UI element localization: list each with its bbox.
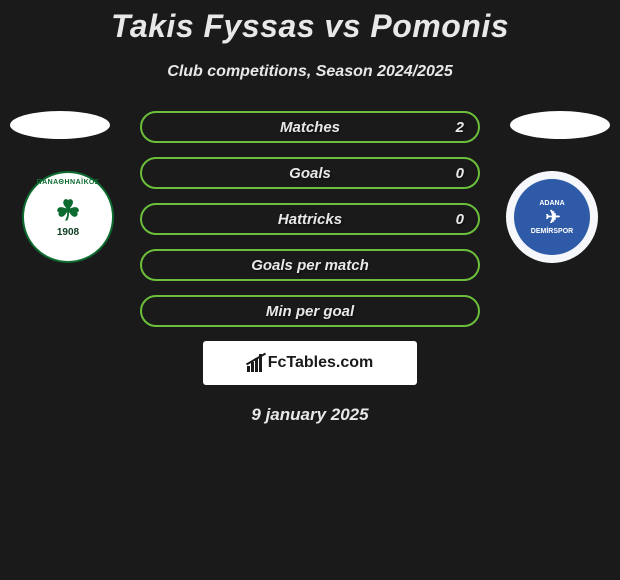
date-label: 9 january 2025 (0, 405, 620, 425)
stat-label: Matches (280, 119, 340, 136)
stat-value-right: 0 (456, 165, 464, 182)
wings-icon: ✈ (545, 207, 558, 228)
subtitle: Club competitions, Season 2024/2025 (0, 63, 620, 81)
stat-row-min-per-goal: Min per goal (140, 295, 480, 327)
club-badge-left: ΠΑΝΑΘΗΝΑΪΚΟΣ ☘ 1908 (22, 171, 114, 263)
page-title: Takis Fyssas vs Pomonis (0, 8, 620, 45)
stat-value-right: 0 (456, 211, 464, 228)
fctables-chart-icon (247, 354, 262, 372)
stats-area: ΠΑΝΑΘΗΝΑΪΚΟΣ ☘ 1908 ADANA ✈ DEMİRSPOR Ma… (0, 111, 620, 425)
club-name-right-top: ADANA (539, 200, 564, 207)
stat-row-goals-per-match: Goals per match (140, 249, 480, 281)
club-name-left: ΠΑΝΑΘΗΝΑΪΚΟΣ (37, 179, 100, 186)
stat-row-hattricks: Hattricks 0 (140, 203, 480, 235)
stat-label: Goals per match (251, 257, 369, 274)
player-photo-left (10, 111, 110, 139)
club-name-right-bottom: DEMİRSPOR (531, 228, 573, 235)
stat-value-right: 2 (456, 119, 464, 136)
stat-label: Goals (289, 165, 331, 182)
stat-label: Hattricks (278, 211, 342, 228)
stat-label: Min per goal (266, 303, 354, 320)
infographic-container: Takis Fyssas vs Pomonis Club competition… (0, 0, 620, 425)
club-badge-right-inner: ADANA ✈ DEMİRSPOR (514, 179, 590, 255)
club-year-left: 1908 (57, 227, 79, 238)
branding-box[interactable]: FcTables.com (203, 341, 417, 385)
player-photo-right (510, 111, 610, 139)
stat-row-goals: Goals 0 (140, 157, 480, 189)
branding-text: FcTables.com (268, 354, 374, 372)
club-badge-right: ADANA ✈ DEMİRSPOR (506, 171, 598, 263)
stat-row-matches: Matches 2 (140, 111, 480, 143)
stat-rows: Matches 2 Goals 0 Hattricks 0 Goals per … (140, 111, 480, 327)
shamrock-icon: ☘ (55, 197, 80, 225)
